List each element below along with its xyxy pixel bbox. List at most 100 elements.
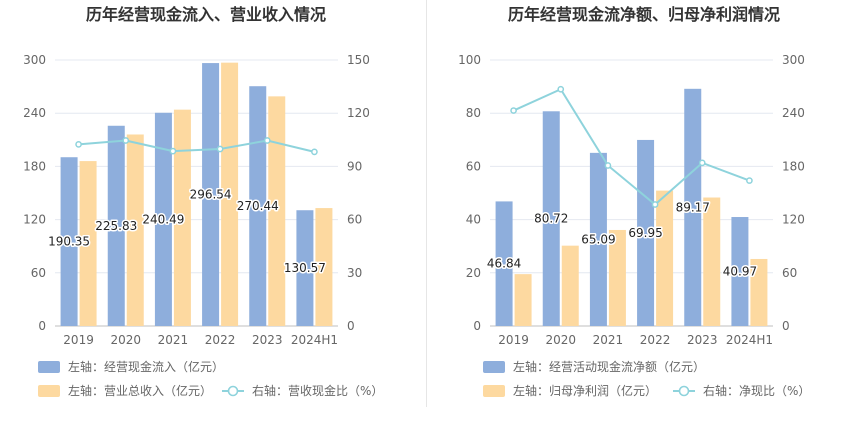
bar-series-1 bbox=[495, 201, 513, 326]
x-tick-label: 2024H1 bbox=[291, 333, 338, 347]
y-right-tick-label: 150 bbox=[347, 53, 370, 67]
bar-series-1 bbox=[107, 125, 125, 326]
x-tick-label: 2019 bbox=[498, 333, 529, 347]
y-right-tick-label: 90 bbox=[347, 159, 362, 173]
bar-series-2 bbox=[315, 208, 333, 326]
y-left-tick-label: 0 bbox=[473, 319, 481, 333]
y-right-tick-label: 300 bbox=[782, 53, 805, 67]
bar-series-2 bbox=[514, 274, 532, 326]
legend-label: 左轴：归母净利润（亿元） bbox=[513, 383, 657, 398]
bar-data-label: 40.97 bbox=[723, 265, 757, 279]
bar-series-2 bbox=[608, 229, 626, 326]
bar-series-1 bbox=[637, 139, 655, 326]
bar-series-2 bbox=[221, 62, 239, 326]
chart-title: 历年经营现金流净额、归母净利润情况 bbox=[508, 5, 780, 24]
bar-series-2 bbox=[268, 96, 286, 326]
bar-data-label: 80.72 bbox=[534, 212, 568, 226]
cash-inflow-revenue-chart: 历年经营现金流入、营业收入情况 0 0 60 30 120 60 180 90 240 120 300… bbox=[23, 5, 383, 398]
bar-series-1 bbox=[684, 88, 702, 326]
bar-series-1 bbox=[589, 152, 607, 326]
y-right-tick-label: 120 bbox=[782, 213, 805, 227]
line-series bbox=[78, 139, 315, 153]
line-point bbox=[746, 177, 753, 184]
bar-data-label: 190.35 bbox=[48, 235, 90, 249]
line-point bbox=[651, 201, 659, 208]
bar-series-1 bbox=[154, 112, 172, 326]
bar-data-label: 65.09 bbox=[581, 232, 615, 246]
legend-swatch bbox=[483, 361, 505, 373]
bar-data-label: 270.44 bbox=[237, 199, 279, 213]
y-left-tick-label: 120 bbox=[23, 213, 46, 227]
y-left-tick-label: 100 bbox=[458, 53, 481, 67]
bar-series-1 bbox=[249, 86, 267, 326]
y-right-tick-label: 240 bbox=[782, 106, 805, 120]
bar-data-label: 296.54 bbox=[190, 188, 232, 202]
net-cash-profit-chart: 历年经营现金流净额、归母净利润情况 0 0 20 60 40 120 60 180 80 240 10… bbox=[458, 5, 810, 398]
y-right-tick-label: 180 bbox=[782, 159, 805, 173]
x-tick-label: 2022 bbox=[640, 333, 671, 347]
bar-data-label: 89.17 bbox=[676, 200, 710, 214]
line-point bbox=[263, 137, 271, 144]
x-tick-label: 2023 bbox=[252, 333, 283, 347]
legend-line-marker bbox=[227, 385, 239, 397]
y-left-tick-label: 80 bbox=[466, 106, 481, 120]
bar-series-2 bbox=[750, 258, 768, 326]
x-tick-label: 2022 bbox=[205, 333, 236, 347]
legend-swatch bbox=[483, 385, 505, 397]
line-point bbox=[169, 147, 177, 155]
x-tick-label: 2021 bbox=[593, 333, 624, 347]
bar-series-1 bbox=[60, 157, 78, 326]
legend-line-marker bbox=[678, 385, 690, 397]
line-point bbox=[311, 148, 318, 156]
chart-title: 历年经营现金流入、营业收入情况 bbox=[86, 5, 326, 24]
bar-series-1 bbox=[296, 210, 314, 326]
bar-series-2 bbox=[561, 245, 579, 326]
bar-series-2 bbox=[126, 134, 144, 326]
y-right-tick-label: 0 bbox=[782, 319, 790, 333]
y-left-tick-label: 40 bbox=[466, 213, 481, 227]
y-left-tick-label: 60 bbox=[31, 266, 46, 280]
y-left-tick-label: 240 bbox=[23, 106, 46, 120]
bar-series-2 bbox=[173, 109, 191, 326]
legend-label: 左轴：营业总收入（亿元） bbox=[68, 383, 212, 398]
legend-label: 右轴：营收现金比（%） bbox=[252, 383, 383, 398]
y-left-tick-label: 0 bbox=[38, 319, 46, 333]
line-point bbox=[604, 162, 612, 169]
legend-label: 左轴：经营活动现金流净额（亿元） bbox=[513, 359, 705, 374]
bar-data-label: 240.49 bbox=[142, 212, 184, 226]
y-left-tick-label: 20 bbox=[466, 266, 481, 280]
x-tick-label: 2024H1 bbox=[726, 333, 773, 347]
bar-series-1 bbox=[202, 63, 220, 326]
y-left-tick-label: 300 bbox=[23, 53, 46, 67]
y-right-tick-label: 60 bbox=[347, 213, 362, 227]
y-left-tick-label: 60 bbox=[466, 159, 481, 173]
line-point bbox=[216, 145, 224, 153]
legend-swatch bbox=[38, 361, 60, 373]
line-point bbox=[75, 141, 82, 148]
bar-series-1 bbox=[731, 217, 749, 326]
y-right-tick-label: 60 bbox=[782, 266, 797, 280]
legend-swatch bbox=[38, 385, 60, 397]
bar-series-2 bbox=[656, 190, 674, 326]
panel-divider bbox=[426, 0, 427, 407]
bar-data-label: 69.95 bbox=[628, 226, 662, 240]
x-tick-label: 2019 bbox=[63, 333, 94, 347]
y-left-tick-label: 180 bbox=[23, 159, 46, 173]
line-series bbox=[513, 87, 750, 206]
bar-series-2 bbox=[703, 197, 721, 326]
line-point bbox=[122, 137, 130, 144]
x-tick-label: 2020 bbox=[545, 333, 576, 347]
bar-data-label: 225.83 bbox=[95, 219, 137, 233]
bar-data-label: 130.57 bbox=[284, 261, 326, 275]
bar-data-label: 46.84 bbox=[487, 257, 521, 271]
line-point bbox=[557, 85, 565, 93]
bar-series-2 bbox=[79, 161, 97, 326]
line-point bbox=[698, 159, 706, 167]
y-right-tick-label: 0 bbox=[347, 319, 355, 333]
bar-series-1 bbox=[542, 111, 560, 327]
x-tick-label: 2023 bbox=[687, 333, 718, 347]
legend-label: 右轴：净现比（%） bbox=[703, 383, 810, 398]
x-tick-label: 2020 bbox=[110, 333, 141, 347]
legend-label: 左轴：经营现金流入（亿元） bbox=[68, 359, 224, 374]
